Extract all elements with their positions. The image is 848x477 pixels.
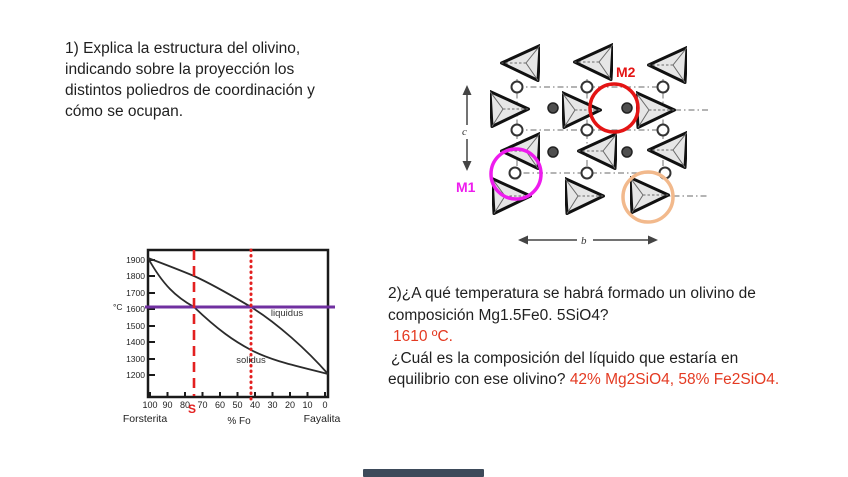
- m2-label: M2: [616, 64, 636, 80]
- fayalita-label: Fayalita: [304, 413, 341, 425]
- x-tick-label: 30: [267, 400, 277, 410]
- x-axis-label: % Fo: [227, 416, 251, 427]
- x-tick-label: 60: [215, 400, 225, 410]
- x-tick-label: 80: [180, 400, 190, 410]
- x-tick-label: 10: [302, 400, 312, 410]
- tetrahedron: [565, 177, 605, 215]
- solidus-curve: [147, 257, 329, 375]
- b-axis-arrow: [518, 235, 658, 245]
- question2-text: 2)¿A qué temperatura se habrá formado un…: [388, 283, 818, 391]
- olivine-structure-diagram: M2 M1 c b: [456, 43, 708, 247]
- y-tick-label: 1800: [126, 271, 145, 281]
- tetrahedron: [630, 176, 670, 214]
- answer-composition: 42% Mg2SiO4, 58% Fe2SiO4.: [569, 371, 780, 388]
- x-tick-label: 70: [197, 400, 207, 410]
- y-tick-label: 1600: [126, 304, 145, 314]
- answer-temperature: 1610 ºC.: [393, 328, 453, 345]
- y-tick-label: 1400: [126, 337, 145, 347]
- bottom-scrollbar[interactable]: [363, 469, 484, 477]
- y-axis-label: °C: [113, 302, 123, 312]
- y-tick-marks: [148, 259, 155, 376]
- question2-line: composición Mg1.5Fe0. 5SiO4?: [388, 306, 609, 324]
- m1-label: M1: [456, 179, 476, 195]
- phase-diagram: 1900 1800 1700 1600 1500 1400 1300 1200 …: [113, 248, 341, 427]
- filled-site-circles: [547, 102, 633, 158]
- x-tick-label: 20: [285, 400, 295, 410]
- x-tick-label: 50: [232, 400, 242, 410]
- tetrahedron: [636, 91, 676, 129]
- orange-site-circle: [621, 170, 675, 224]
- question1-line: cómo se ocupan.: [65, 103, 184, 120]
- c-axis-arrow: [462, 85, 472, 171]
- plot-box: [146, 248, 330, 399]
- question2-line: ¿Cuál es la composición del líquido que …: [391, 349, 739, 367]
- x-tick-label: 90: [162, 400, 172, 410]
- c-axis-label: c: [462, 126, 467, 138]
- x-tick-label: 40: [250, 400, 260, 410]
- tetrahedron: [577, 132, 617, 170]
- m1-site-circle: [489, 147, 543, 201]
- tetrahedron: [573, 43, 613, 81]
- tetrahedron: [500, 44, 540, 82]
- question1-line: distintos poliedros de coordinación y: [65, 82, 315, 99]
- question1-line: 1) Explica la estructura del olivino,: [65, 40, 301, 57]
- forsterita-label: Forsterita: [123, 413, 168, 425]
- liquidus-label: liquidus: [271, 308, 303, 319]
- y-tick-label: 1700: [126, 288, 145, 298]
- s-marker-label: S: [188, 402, 196, 416]
- tetrahedron: [490, 90, 530, 128]
- y-tick-label: 1200: [126, 370, 145, 380]
- b-axis-label: b: [581, 235, 587, 247]
- solidus-label: solidus: [236, 355, 266, 366]
- x-tick-labels: 100 90 80 70 60 50 40 30 20 10 0: [142, 400, 327, 410]
- y-tick-labels: 1900 1800 1700 1600 1500 1400 1300 1200: [126, 255, 145, 380]
- question1-line: indicando sobre la proyección los: [65, 61, 295, 78]
- y-tick-label: 1500: [126, 321, 145, 331]
- x-tick-label: 0: [322, 400, 327, 410]
- x-tick-marks: [149, 392, 326, 397]
- liquidus-curve: [147, 257, 329, 375]
- tetrahedron: [647, 46, 687, 84]
- y-tick-label: 1300: [126, 354, 145, 364]
- y-tick-label: 1900: [126, 255, 145, 265]
- question2-line: equilibrio con ese olivino? 42% Mg2SiO4,…: [388, 371, 780, 388]
- tetrahedron: [647, 131, 687, 169]
- x-tick-label: 100: [142, 400, 157, 410]
- m2-site-circle: [588, 82, 640, 134]
- question1-text: 1) Explica la estructura del olivino, in…: [65, 38, 395, 122]
- question2-line: 2)¿A qué temperatura se habrá formado un…: [388, 285, 756, 302]
